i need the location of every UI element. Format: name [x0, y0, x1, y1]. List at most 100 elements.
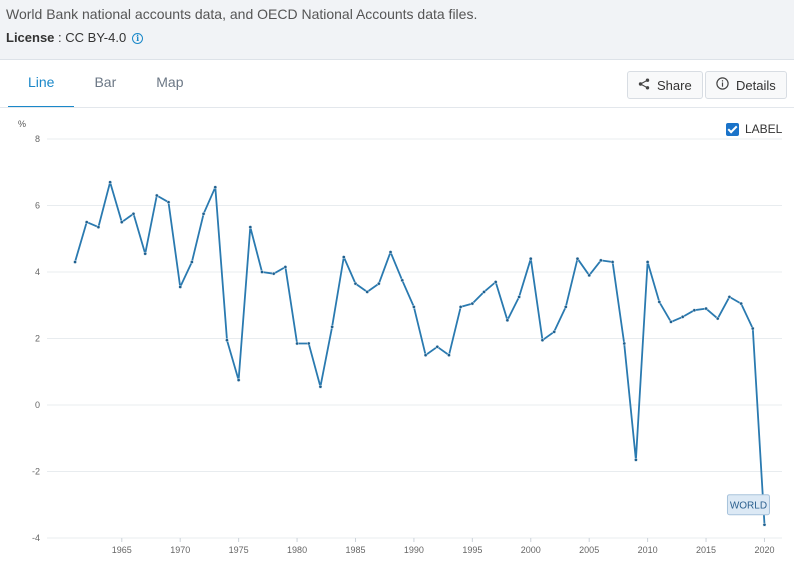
data-point[interactable] [306, 341, 311, 346]
x-tick-label: 1965 [112, 545, 132, 555]
data-point[interactable] [225, 338, 229, 342]
data-point[interactable] [715, 316, 720, 321]
x-tick-label: 2000 [521, 545, 541, 555]
share-icon [638, 78, 650, 93]
data-point[interactable] [528, 256, 533, 261]
data-point[interactable] [493, 280, 498, 284]
line-chart: % 8 6 4 2 0 -2 -4 1965 1970 1975 1980 1985 1990 1995… [18, 119, 782, 555]
data-point[interactable] [470, 301, 475, 306]
data-point[interactable] [96, 225, 101, 229]
data-point[interactable] [84, 220, 89, 224]
data-point[interactable] [365, 290, 369, 294]
data-point[interactable] [353, 281, 358, 286]
data-point[interactable] [201, 212, 206, 216]
tab-map[interactable]: Map [156, 74, 184, 90]
x-tick-label: 1970 [170, 545, 190, 555]
x-tick-label: 2010 [638, 545, 658, 555]
data-point[interactable] [342, 255, 346, 259]
data-point[interactable] [423, 353, 428, 357]
end-label-group: WORLD [726, 494, 770, 516]
data-point[interactable] [657, 300, 662, 304]
series-line [74, 181, 766, 525]
x-tick-label: 1985 [345, 545, 365, 555]
label-checkbox[interactable] [726, 122, 739, 136]
details-label: Details [736, 77, 776, 93]
data-point[interactable] [575, 256, 580, 261]
y-tick-label: 8 [35, 134, 40, 144]
data-point[interactable] [669, 320, 673, 324]
data-point[interactable] [587, 273, 591, 278]
data-point[interactable] [610, 260, 615, 264]
source-note: World Bank national accounts data, and O… [6, 6, 478, 22]
data-point[interactable] [236, 378, 241, 382]
data-point[interactable] [412, 305, 416, 309]
x-tick-label: 2005 [579, 545, 599, 555]
series-world [73, 180, 767, 527]
y-axis: 8 6 4 2 0 -2 -4 [32, 134, 40, 543]
y-axis-label: % [18, 119, 26, 129]
data-point[interactable] [540, 338, 545, 342]
data-point[interactable] [517, 295, 521, 299]
data-point[interactable] [704, 306, 708, 311]
data-point[interactable] [482, 290, 486, 294]
y-tick-label: 6 [35, 201, 40, 211]
data-point[interactable] [435, 345, 440, 349]
data-point[interactable] [388, 250, 393, 254]
data-point[interactable] [178, 285, 183, 289]
share-label: Share [657, 77, 692, 93]
data-point[interactable] [131, 212, 136, 216]
data-point[interactable] [295, 341, 299, 346]
info-circle-icon [716, 77, 729, 93]
data-point[interactable] [739, 301, 743, 306]
data-point[interactable] [599, 258, 603, 263]
data-point[interactable] [143, 251, 147, 256]
data-point[interactable] [458, 305, 463, 309]
details-button[interactable]: Details [705, 71, 787, 99]
info-icon[interactable]: i [132, 33, 144, 44]
x-tick-label: 2020 [754, 545, 774, 555]
data-point[interactable] [505, 318, 510, 323]
data-point[interactable] [155, 193, 159, 198]
data-point[interactable] [283, 265, 288, 269]
data-point[interactable] [108, 180, 112, 185]
data-point[interactable] [762, 522, 767, 527]
data-point[interactable] [680, 315, 685, 319]
data-point[interactable] [750, 326, 755, 331]
data-point[interactable] [73, 260, 77, 264]
x-tick-label: 1980 [287, 545, 307, 555]
data-point[interactable] [119, 220, 124, 224]
data-point[interactable] [377, 281, 381, 286]
data-point[interactable] [248, 225, 253, 229]
data-point[interactable] [190, 260, 194, 264]
tab-bar[interactable]: Bar [94, 74, 117, 90]
data-point[interactable] [447, 353, 451, 357]
y-tick-label: -4 [32, 533, 40, 543]
data-point[interactable] [400, 278, 405, 283]
data-point[interactable] [622, 341, 627, 346]
x-tick-label: 1995 [462, 545, 482, 555]
data-point[interactable] [634, 458, 638, 462]
share-button[interactable]: Share [627, 71, 703, 99]
y-tick-label: 4 [35, 267, 40, 277]
tabs-divider [0, 107, 794, 108]
data-point[interactable] [318, 384, 323, 389]
license-line: License : CC BY-4.0 i [6, 30, 144, 45]
x-tick-label: 2015 [696, 545, 716, 555]
data-point[interactable] [213, 185, 218, 190]
end-label: WORLD [730, 501, 767, 512]
x-tick-label: 1975 [229, 545, 249, 555]
data-point[interactable] [645, 260, 650, 264]
label-toggle[interactable]: LABEL [726, 122, 782, 136]
data-point[interactable] [260, 270, 264, 274]
data-point[interactable] [692, 308, 697, 313]
license-value: CC BY-4.0 [65, 30, 127, 45]
data-point[interactable] [552, 330, 556, 334]
data-point[interactable] [564, 305, 568, 309]
data-point[interactable] [330, 325, 334, 329]
y-tick-label: 0 [35, 400, 40, 410]
license-separator: : [54, 30, 66, 45]
data-point[interactable] [166, 200, 171, 204]
x-axis: 1965 1970 1975 1980 1985 1990 1995 2000 2005 2010… [112, 538, 774, 555]
data-point[interactable] [727, 295, 732, 299]
data-point[interactable] [271, 271, 276, 276]
